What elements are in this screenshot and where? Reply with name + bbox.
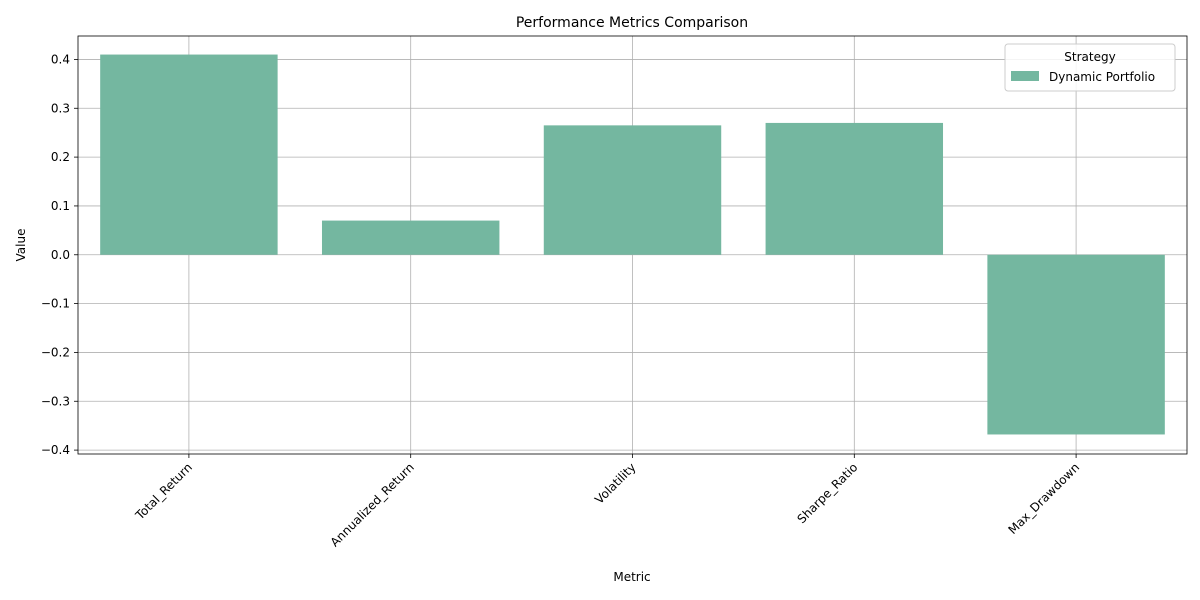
bars	[100, 54, 1165, 435]
x-tick-label: Max_Drawdown	[1005, 460, 1082, 537]
x-tick-label: Sharpe_Ratio	[794, 460, 860, 526]
x-axis-label: Metric	[613, 570, 650, 584]
y-tick-label: −0.3	[41, 394, 70, 408]
y-tick-label: 0.4	[51, 52, 70, 66]
legend-box	[1004, 43, 1176, 92]
y-tick-label: 0.0	[51, 248, 70, 262]
legend-title: Strategy	[1064, 50, 1115, 64]
bar-volatility	[543, 125, 722, 255]
bar-annualized-return	[321, 220, 500, 255]
x-tick-label: Annualized_Return	[328, 460, 417, 549]
y-tick-label: −0.1	[41, 297, 70, 311]
bar-sharpe-ratio	[765, 122, 944, 255]
x-tick-label: Total_Return	[132, 460, 195, 523]
y-tick-label: 0.2	[51, 150, 70, 164]
legend-entry-label: Dynamic Portfolio	[1049, 70, 1155, 84]
y-tick-label: 0.1	[51, 199, 70, 213]
chart-title: Performance Metrics Comparison	[516, 15, 748, 31]
y-tick-label: −0.4	[41, 443, 70, 457]
bar-max-drawdown	[987, 254, 1165, 435]
legend-swatch	[1011, 71, 1039, 81]
y-tick-label: −0.2	[41, 345, 70, 359]
x-tick-label: Volatility	[592, 460, 639, 507]
bar-total-return	[100, 54, 278, 255]
y-axis-label: Value	[14, 229, 28, 262]
y-tick-label: 0.3	[51, 101, 70, 115]
legend: Strategy Dynamic Portfolio	[1004, 43, 1176, 92]
x-axis-ticks: Total_Return Annualized_Return Volatility S…	[132, 454, 1082, 549]
y-axis-ticks: −0.4 −0.3 −0.2 −0.1 0.0 0.1 0.2 0.3 0.4	[41, 52, 78, 457]
